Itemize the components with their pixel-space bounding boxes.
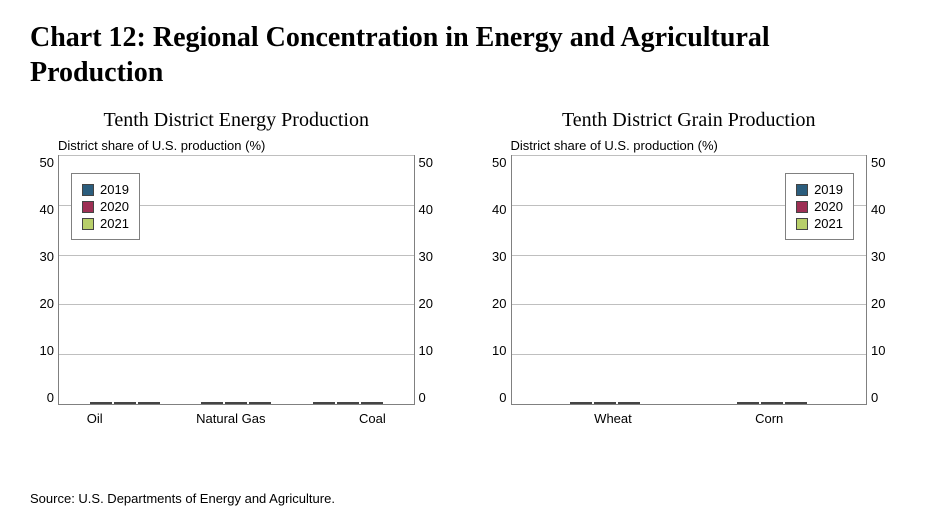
energy-legend: 2019 2020 2021 [71, 173, 140, 240]
x-label: Wheat [594, 411, 632, 426]
grain-plot-area: 2019 2020 2021 [511, 155, 868, 405]
ytick: 30 [40, 249, 54, 264]
bar [737, 402, 759, 404]
energy-plot: 50 40 30 20 10 0 2019 [30, 155, 443, 405]
ytick: 0 [47, 390, 54, 405]
bar-group [201, 402, 271, 404]
grain-plot: 50 40 30 20 10 0 2019 [483, 155, 896, 405]
ytick: 40 [40, 202, 54, 217]
bar [618, 402, 640, 404]
legend-item-2020: 2020 [82, 199, 129, 214]
legend-label: 2021 [100, 216, 129, 231]
energy-y-axis-left: 50 40 30 20 10 0 [30, 155, 58, 405]
grain-y-axis-right: 50 40 30 20 10 0 [867, 155, 895, 405]
bar [313, 402, 335, 404]
x-label: Oil [87, 411, 103, 426]
ytick: 20 [871, 296, 885, 311]
ytick: 30 [871, 249, 885, 264]
energy-axis-label: District share of U.S. production (%) [58, 138, 443, 153]
ytick: 20 [419, 296, 433, 311]
legend-label: 2019 [814, 182, 843, 197]
legend-label: 2019 [100, 182, 129, 197]
ytick: 10 [419, 343, 433, 358]
legend-item-2019: 2019 [796, 182, 843, 197]
legend-item-2020: 2020 [796, 199, 843, 214]
bar [594, 402, 616, 404]
main-title: Chart 12: Regional Concentration in Ener… [30, 20, 895, 90]
ytick: 50 [871, 155, 885, 170]
energy-subtitle: Tenth District Energy Production [30, 108, 443, 132]
ytick: 10 [40, 343, 54, 358]
x-label: Natural Gas [196, 411, 265, 426]
bar [249, 402, 271, 404]
bar [225, 402, 247, 404]
bar [138, 402, 160, 404]
grain-y-axis-left: 50 40 30 20 10 0 [483, 155, 511, 405]
legend-swatch-icon [796, 218, 808, 230]
ytick: 0 [499, 390, 506, 405]
legend-swatch-icon [82, 201, 94, 213]
ytick: 40 [419, 202, 433, 217]
bar [761, 402, 783, 404]
legend-label: 2020 [100, 199, 129, 214]
bar [90, 402, 112, 404]
legend-swatch-icon [796, 201, 808, 213]
ytick: 20 [40, 296, 54, 311]
ytick: 10 [492, 343, 506, 358]
ytick: 50 [419, 155, 433, 170]
x-label: Corn [755, 411, 783, 426]
energy-x-labels: Oil Natural Gas Coal [30, 411, 443, 426]
ytick: 40 [871, 202, 885, 217]
bar [785, 402, 807, 404]
legend-swatch-icon [82, 184, 94, 196]
source-note: Source: U.S. Departments of Energy and A… [30, 491, 335, 506]
ytick: 30 [419, 249, 433, 264]
grain-legend: 2019 2020 2021 [785, 173, 854, 240]
legend-label: 2020 [814, 199, 843, 214]
legend-swatch-icon [796, 184, 808, 196]
ytick: 40 [492, 202, 506, 217]
bar [570, 402, 592, 404]
grain-x-labels: Wheat Corn [483, 411, 896, 426]
x-label: Coal [359, 411, 386, 426]
legend-item-2021: 2021 [796, 216, 843, 231]
ytick: 0 [419, 390, 426, 405]
ytick: 20 [492, 296, 506, 311]
legend-item-2019: 2019 [82, 182, 129, 197]
legend-swatch-icon [82, 218, 94, 230]
energy-y-axis-right: 50 40 30 20 10 0 [415, 155, 443, 405]
grain-subtitle: Tenth District Grain Production [483, 108, 896, 132]
ytick: 10 [871, 343, 885, 358]
ytick: 50 [40, 155, 54, 170]
legend-item-2021: 2021 [82, 216, 129, 231]
charts-row: Tenth District Energy Production Distric… [30, 108, 895, 426]
bar-group [313, 402, 383, 404]
energy-chart-panel: Tenth District Energy Production Distric… [30, 108, 443, 426]
bar [337, 402, 359, 404]
legend-label: 2021 [814, 216, 843, 231]
energy-plot-area: 2019 2020 2021 [58, 155, 415, 405]
ytick: 0 [871, 390, 878, 405]
ytick: 50 [492, 155, 506, 170]
bar-group [570, 402, 640, 404]
bar-group [737, 402, 807, 404]
bar [361, 402, 383, 404]
bar [201, 402, 223, 404]
grain-axis-label: District share of U.S. production (%) [511, 138, 896, 153]
grain-chart-panel: Tenth District Grain Production District… [483, 108, 896, 426]
bar [114, 402, 136, 404]
ytick: 30 [492, 249, 506, 264]
bar-group [90, 402, 160, 404]
